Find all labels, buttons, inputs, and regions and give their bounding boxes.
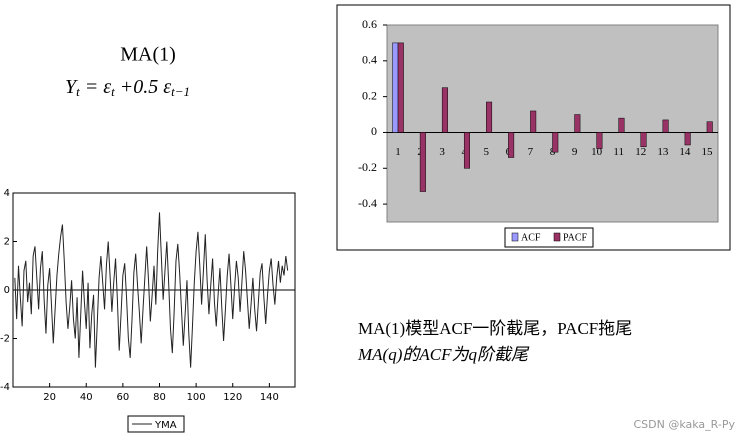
x-tick-label: 15: [701, 146, 713, 158]
x-tick-label: 140: [260, 392, 279, 403]
legend-label: YMA: [154, 420, 177, 431]
legend-box: [504, 227, 594, 248]
formula-part: +0.5 ε: [115, 76, 171, 98]
legend-swatch: [511, 232, 519, 242]
legend-swatch: [553, 232, 561, 242]
bar: [392, 42, 399, 133]
bar: [684, 132, 691, 146]
formula-subscript: t−1: [171, 84, 190, 99]
x-tick-label: 12: [635, 146, 646, 158]
y-tick-label: -0.4: [358, 196, 377, 210]
x-tick-label: 40: [80, 392, 93, 403]
bar: [463, 132, 471, 169]
x-tick-label: 80: [153, 392, 166, 403]
series-line: [14, 212, 289, 368]
x-tick-label: 1: [395, 146, 401, 158]
y-tick-label: 0.2: [362, 88, 377, 102]
x-tick-label: 10: [591, 146, 603, 158]
x-tick-label: 11: [613, 146, 624, 158]
x-tick-label: 5: [484, 146, 490, 158]
formula-part: Y: [65, 76, 78, 98]
x-tick-label: 13: [657, 146, 669, 158]
heading: MA(1): [120, 44, 176, 66]
caption-line: MA(q)的ACF为q阶截尾: [357, 345, 530, 364]
bar: [552, 132, 559, 153]
bar: [508, 132, 515, 158]
y-tick-label: -0.2: [358, 160, 377, 174]
y-tick-label: -2: [0, 334, 10, 345]
x-tick-label: 14: [679, 146, 691, 158]
y-tick-label: 0: [371, 124, 377, 138]
watermark: CSDN @kaka_R-Py: [633, 418, 735, 431]
bar: [486, 101, 493, 133]
formula-subscript: t: [111, 84, 115, 99]
x-tick-label: 100: [187, 392, 206, 403]
y-tick-label: 0: [4, 285, 10, 296]
legend-label: PACF: [563, 232, 588, 243]
x-tick-label: 120: [223, 392, 242, 403]
formula-subscript: t: [76, 84, 80, 99]
bar: [441, 87, 448, 133]
formula: Yt = εt +0.5 εt−1: [65, 76, 190, 99]
y-tick-label: -4: [0, 382, 10, 393]
x-tick-label: 60: [117, 392, 130, 403]
y-tick-label: 2: [4, 237, 10, 248]
bar: [706, 121, 713, 133]
y-tick-label: 0.4: [362, 53, 377, 67]
bar: [574, 114, 581, 133]
legend-box: [127, 415, 185, 433]
formula-part: = ε: [80, 76, 111, 98]
bar: [640, 132, 647, 148]
bar: [618, 117, 625, 133]
caption-line: MA(1)模型ACF一阶截尾，PACF拖尾: [358, 319, 632, 338]
x-tick-label: 3: [439, 146, 445, 158]
x-tick-label: 7: [528, 146, 534, 158]
y-tick-label: 0.6: [362, 17, 377, 31]
bar: [530, 110, 537, 133]
x-tick-label: 20: [43, 392, 56, 403]
x-tick-label: 9: [572, 146, 578, 158]
bar: [419, 132, 426, 192]
bar: [596, 132, 603, 149]
y-tick-label: 4: [4, 188, 10, 199]
bar: [397, 42, 404, 133]
bar: [662, 119, 669, 133]
legend-label: ACF: [521, 232, 541, 243]
